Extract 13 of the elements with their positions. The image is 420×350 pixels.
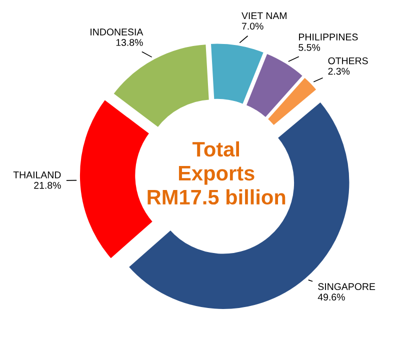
data-label: 2.3% bbox=[328, 68, 350, 75]
text: Total Exports RM17.5 billion bbox=[148, 141, 286, 205]
slice-label: SINGAPORE bbox=[318, 283, 376, 290]
data-label: 21.8% bbox=[34, 182, 61, 189]
data-label: 13.8% bbox=[116, 39, 143, 46]
slice-label: VIET NAM bbox=[242, 12, 286, 20]
data-label: 49.6% bbox=[318, 294, 345, 301]
data-label: 5.5% bbox=[298, 44, 320, 51]
slice-label: OTHERS bbox=[328, 57, 368, 64]
slice-label: INDONESIA bbox=[90, 28, 144, 36]
slice-label: THAILAND bbox=[13, 172, 61, 178]
slice-label: PHILIPPINES bbox=[299, 34, 358, 40]
data-label: 7.0% bbox=[242, 22, 264, 30]
